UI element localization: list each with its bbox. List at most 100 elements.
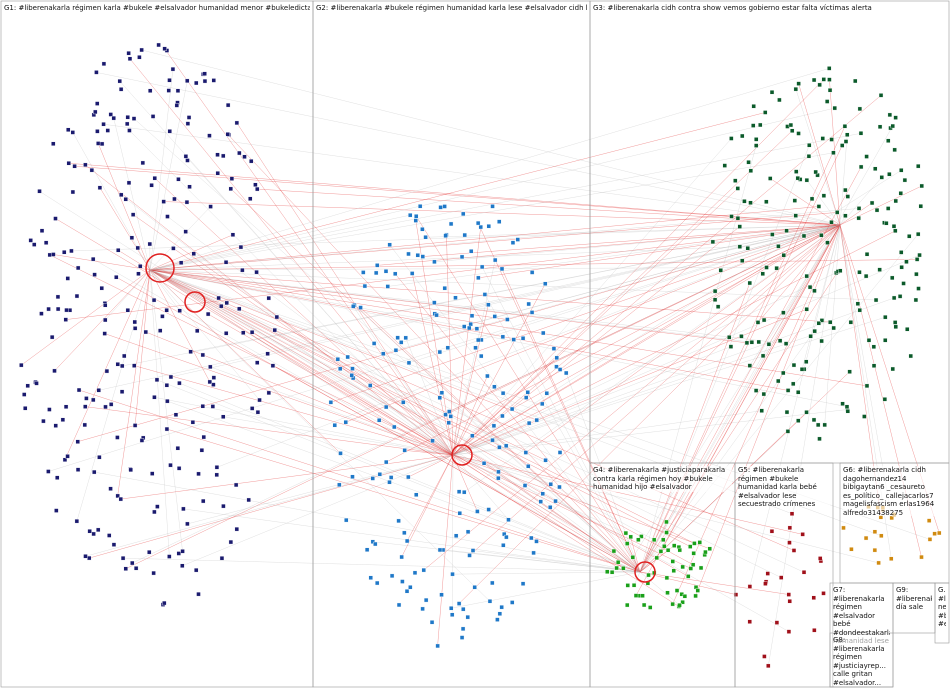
- node: [180, 549, 185, 554]
- edge: [149, 269, 260, 401]
- node: [843, 187, 848, 193]
- node: [87, 528, 92, 534]
- edge: [103, 123, 841, 226]
- node: [845, 409, 851, 414]
- edge: [149, 267, 767, 271]
- edge: [122, 224, 841, 367]
- node: [99, 285, 104, 291]
- edge: [149, 269, 795, 551]
- node: [117, 78, 122, 84]
- node: [430, 438, 435, 444]
- edge: [401, 224, 841, 343]
- node: [543, 281, 548, 286]
- edge: [422, 224, 841, 257]
- edge: [149, 269, 387, 408]
- edge: [452, 235, 822, 456]
- node: [70, 189, 76, 195]
- node: [883, 314, 888, 320]
- node: [185, 78, 190, 84]
- edge: [149, 107, 835, 271]
- edge: [839, 202, 873, 226]
- edge: [132, 224, 841, 564]
- edge: [639, 571, 680, 606]
- node: [722, 163, 727, 168]
- node: [785, 429, 791, 434]
- node: [89, 167, 95, 173]
- node: [628, 534, 633, 540]
- node: [249, 330, 255, 335]
- node: [119, 363, 125, 369]
- node: [467, 553, 472, 558]
- node: [529, 310, 535, 315]
- edge: [53, 254, 151, 271]
- edge: [452, 454, 624, 569]
- node: [459, 254, 465, 260]
- edge: [170, 224, 841, 378]
- node: [857, 307, 862, 313]
- node: [492, 384, 497, 390]
- node: [468, 249, 474, 254]
- node: [147, 549, 152, 555]
- edge: [89, 454, 454, 559]
- node: [791, 548, 797, 553]
- node: [695, 588, 700, 593]
- node: [242, 154, 247, 160]
- node: [853, 78, 858, 84]
- edge: [149, 269, 180, 311]
- node: [919, 183, 924, 189]
- edge: [452, 327, 834, 456]
- edge: [149, 269, 752, 343]
- node: [787, 599, 792, 604]
- node: [664, 575, 670, 581]
- node: [387, 479, 392, 485]
- node: [812, 628, 817, 633]
- edge: [441, 392, 641, 573]
- node: [490, 437, 495, 443]
- node: [72, 164, 77, 169]
- node: [691, 551, 696, 556]
- node: [893, 115, 898, 120]
- node: [412, 570, 418, 576]
- node: [475, 509, 480, 514]
- edge: [639, 271, 839, 573]
- node: [118, 87, 124, 92]
- edge: [149, 269, 341, 454]
- node: [404, 588, 410, 594]
- node: [368, 383, 373, 388]
- edge: [452, 454, 691, 569]
- node: [816, 204, 822, 209]
- node: [234, 120, 240, 126]
- node: [215, 171, 220, 176]
- node: [178, 260, 184, 265]
- node: [664, 519, 669, 525]
- node: [697, 540, 702, 545]
- edge: [48, 224, 841, 472]
- edge: [99, 187, 151, 271]
- node: [387, 242, 392, 247]
- node: [786, 592, 791, 597]
- node: [916, 163, 921, 169]
- edge: [452, 454, 626, 534]
- node: [831, 325, 836, 331]
- node: [863, 535, 869, 541]
- node: [871, 363, 877, 368]
- node: [465, 529, 471, 535]
- edge: [129, 130, 454, 456]
- node: [762, 654, 767, 659]
- node: [432, 300, 437, 305]
- node: [108, 112, 113, 117]
- edge: [149, 269, 695, 544]
- edge: [639, 145, 757, 573]
- edge: [94, 471, 641, 573]
- group-label: G1: #liberenakarla régimen karla #bukele…: [4, 4, 310, 13]
- node: [138, 264, 143, 269]
- node: [147, 241, 153, 247]
- node: [784, 409, 790, 415]
- edge: [167, 400, 641, 573]
- node: [759, 408, 764, 413]
- node: [816, 321, 821, 326]
- node: [844, 404, 850, 409]
- node: [735, 216, 741, 221]
- node: [707, 546, 712, 551]
- edge: [223, 416, 454, 456]
